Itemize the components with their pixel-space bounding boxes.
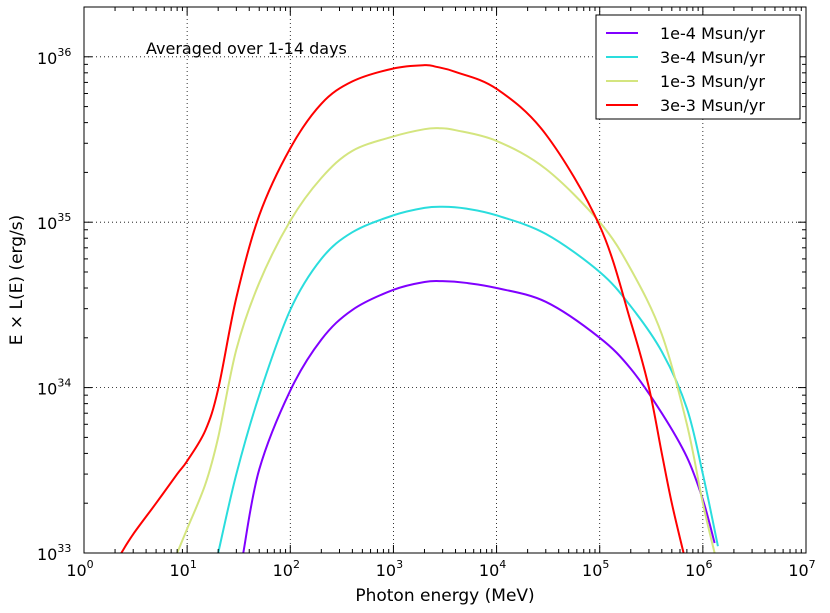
y-axis-label: E × L(E) (erg/s) (7, 215, 27, 345)
legend-label: 3e-3 Msun/yr (660, 96, 765, 115)
x-axis-label: Photon energy (MeV) (355, 586, 534, 606)
legend-label: 3e-4 Msun/yr (660, 48, 765, 67)
x-tick-label: 103 (376, 558, 403, 580)
x-tick-label: 104 (479, 558, 506, 580)
y-tick-labels: 1033 1034 1035 1036 (37, 46, 71, 564)
x-tick-label: 100 (66, 558, 93, 580)
x-tick-label: 101 (169, 558, 196, 580)
legend: 1e-4 Msun/yr 3e-4 Msun/yr 1e-3 Msun/yr 3e-3… (595, 14, 801, 120)
legend-label: 1e-4 Msun/yr (660, 24, 765, 43)
series-lines (120, 64, 719, 553)
chart-annotation: Averaged over 1-14 days (146, 39, 347, 58)
x-tick-labels: 100 101 102 103 104 105 106 107 (66, 558, 815, 580)
x-tick-label: 106 (685, 558, 712, 580)
x-tick-label: 107 (788, 558, 815, 580)
series-line (217, 205, 719, 553)
x-tick-label: 102 (273, 558, 300, 580)
legend-label: 1e-3 Msun/yr (660, 72, 765, 91)
grid (84, 7, 806, 553)
series-line (120, 64, 685, 553)
series-line (242, 279, 716, 553)
x-tick-label: 105 (582, 558, 609, 580)
y-tick-label: 1033 (37, 542, 71, 564)
y-tick-label: 1036 (37, 46, 71, 68)
y-tick-label: 1035 (37, 211, 71, 233)
plot-frame (83, 6, 807, 554)
series-line (176, 127, 716, 553)
y-tick-label: 1034 (37, 377, 71, 399)
